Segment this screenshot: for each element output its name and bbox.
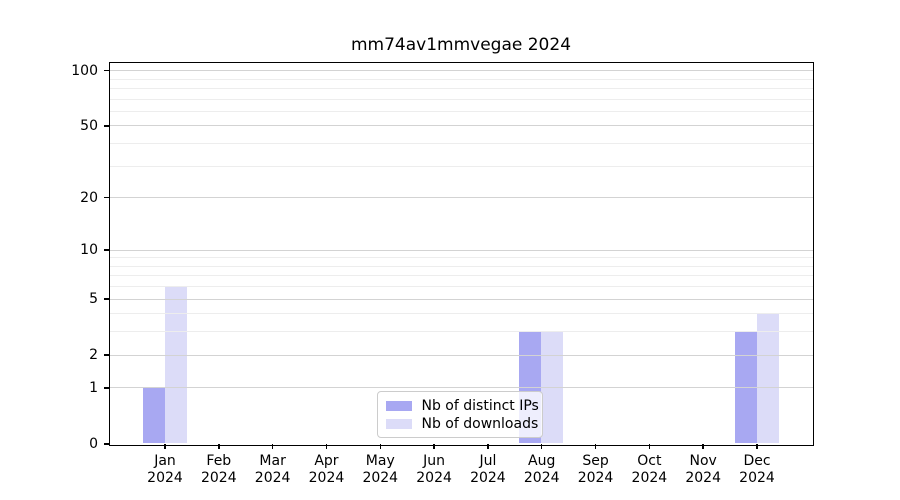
x-label-month: Aug bbox=[528, 453, 556, 469]
x-label-month: Mar bbox=[259, 453, 286, 469]
y-axis-tick-label-0: 0 bbox=[89, 436, 98, 452]
y-axis-tick-5 bbox=[103, 298, 109, 300]
x-axis-tick-dec bbox=[756, 444, 758, 449]
y-axis-tick-2 bbox=[103, 354, 109, 356]
y-axis-tick-label-1: 1 bbox=[89, 379, 98, 396]
gridline-minor-3 bbox=[109, 331, 813, 333]
x-axis-tick-may bbox=[379, 444, 382, 449]
gridline-major-20 bbox=[109, 197, 813, 199]
x-axis-tick-label-dec: Dec 2024 bbox=[717, 453, 797, 487]
x-label-month: Jul bbox=[479, 453, 497, 469]
legend-swatch-distinct-ips bbox=[385, 400, 412, 411]
plot-area: Nb of distinct IPs Nb of downloads bbox=[108, 61, 814, 446]
x-label-year: 2024 bbox=[577, 470, 614, 486]
x-label-month: Jun bbox=[423, 453, 446, 469]
x-axis-tick-label-sep: Sep 2024 bbox=[556, 453, 636, 487]
bar-distinct-ips-dec bbox=[734, 331, 757, 444]
x-label-year: 2024 bbox=[308, 470, 345, 486]
bar-downloads-jan bbox=[164, 286, 187, 444]
x-axis-tick-label-nov: Nov 2024 bbox=[663, 453, 743, 487]
legend-swatch-downloads bbox=[385, 418, 412, 429]
x-label-month: Jan bbox=[154, 453, 176, 469]
x-label-year: 2024 bbox=[200, 470, 237, 486]
x-label-month: Dec bbox=[743, 453, 771, 469]
gridline-major-100 bbox=[109, 70, 813, 72]
x-label-month: Nov bbox=[689, 453, 717, 469]
gridline-minor-80 bbox=[109, 87, 813, 89]
gridline-major-5 bbox=[109, 298, 813, 300]
gridline-minor-30 bbox=[109, 165, 813, 167]
x-axis-tick-label-jan: Jan 2024 bbox=[125, 453, 205, 487]
x-axis-tick-jun bbox=[433, 444, 435, 449]
bar-downloads-aug bbox=[541, 331, 564, 444]
x-axis-tick-feb bbox=[218, 444, 220, 449]
gridline-minor-90 bbox=[109, 78, 813, 80]
x-axis-tick-label-aug: Aug 2024 bbox=[502, 453, 582, 487]
x-axis-tick-aug bbox=[540, 444, 543, 449]
x-axis-tick-sep bbox=[594, 444, 597, 449]
y-axis-tick-50 bbox=[103, 125, 109, 127]
x-label-month: Feb bbox=[206, 453, 232, 469]
bar-downloads-dec bbox=[756, 313, 779, 444]
x-axis-tick-label-apr: Apr 2024 bbox=[286, 453, 366, 487]
x-axis-tick-apr bbox=[325, 444, 328, 449]
legend-item-downloads: Nb of downloads bbox=[385, 415, 538, 433]
legend: Nb of distinct IPs Nb of downloads bbox=[376, 390, 543, 438]
x-label-year: 2024 bbox=[739, 470, 775, 486]
y-axis-tick-100 bbox=[103, 69, 109, 72]
x-axis-tick-label-jul: Jul 2024 bbox=[448, 453, 528, 487]
y-axis-tick-10 bbox=[103, 249, 109, 251]
y-axis-tick-label-5: 5 bbox=[89, 291, 98, 308]
x-label-year: 2024 bbox=[362, 470, 399, 486]
x-label-month: Oct bbox=[637, 453, 662, 469]
x-label-year: 2024 bbox=[523, 470, 560, 486]
x-axis-tick-jul bbox=[487, 444, 489, 449]
gridline-major-1 bbox=[109, 387, 813, 389]
chart-title: mm74av1mmvegae 2024 bbox=[350, 35, 572, 55]
x-label-year: 2024 bbox=[685, 470, 721, 486]
gridline-minor-7 bbox=[109, 275, 813, 277]
x-label-year: 2024 bbox=[631, 470, 668, 486]
gridline-major-10 bbox=[109, 249, 813, 251]
legend-label: Nb of distinct IPs bbox=[421, 397, 539, 414]
x-label-year: 2024 bbox=[416, 470, 452, 486]
y-axis-tick-label-10: 10 bbox=[80, 242, 98, 258]
x-axis-tick-oct bbox=[648, 444, 651, 449]
y-axis-tick-20 bbox=[103, 196, 109, 199]
x-label-month: Apr bbox=[314, 453, 339, 469]
legend-label: Nb of downloads bbox=[421, 415, 539, 432]
x-label-year: 2024 bbox=[147, 470, 183, 486]
y-axis-tick-0 bbox=[103, 443, 109, 445]
gridline-minor-40 bbox=[109, 143, 813, 145]
gridline-major-50 bbox=[109, 125, 813, 127]
x-axis-tick-label-oct: Oct 2024 bbox=[609, 453, 689, 487]
x-label-year: 2024 bbox=[254, 470, 291, 486]
y-axis-tick-label-50: 50 bbox=[80, 117, 98, 134]
x-axis-tick-jan bbox=[164, 444, 166, 449]
bar-distinct-ips-jan bbox=[142, 387, 165, 444]
gridline-minor-6 bbox=[109, 286, 813, 288]
y-axis-tick-label-20: 20 bbox=[80, 189, 98, 206]
gridline-minor-9 bbox=[109, 257, 813, 259]
gridline-minor-8 bbox=[109, 265, 813, 267]
y-axis-tick-label-100: 100 bbox=[71, 62, 98, 79]
x-axis-tick-mar bbox=[271, 444, 274, 449]
x-axis-tick-label-feb: Feb 2024 bbox=[179, 453, 259, 487]
gridline-minor-70 bbox=[109, 98, 813, 100]
legend-item-distinct-ips: Nb of distinct IPs bbox=[385, 397, 539, 415]
gridline-major-2 bbox=[109, 354, 813, 356]
x-label-year: 2024 bbox=[470, 470, 506, 486]
x-axis-tick-label-jun: Jun 2024 bbox=[394, 453, 474, 487]
x-axis-tick-nov bbox=[702, 444, 704, 449]
x-axis-tick-label-mar: Mar 2024 bbox=[233, 453, 313, 487]
x-label-month: May bbox=[365, 453, 395, 469]
x-axis-tick-label-may: May 2024 bbox=[340, 453, 420, 487]
gridline-minor-4 bbox=[109, 313, 813, 315]
y-axis-tick-1 bbox=[103, 387, 109, 389]
x-label-month: Sep bbox=[582, 453, 609, 469]
gridline-minor-60 bbox=[109, 110, 813, 112]
y-axis-tick-label-2: 2 bbox=[89, 347, 98, 364]
